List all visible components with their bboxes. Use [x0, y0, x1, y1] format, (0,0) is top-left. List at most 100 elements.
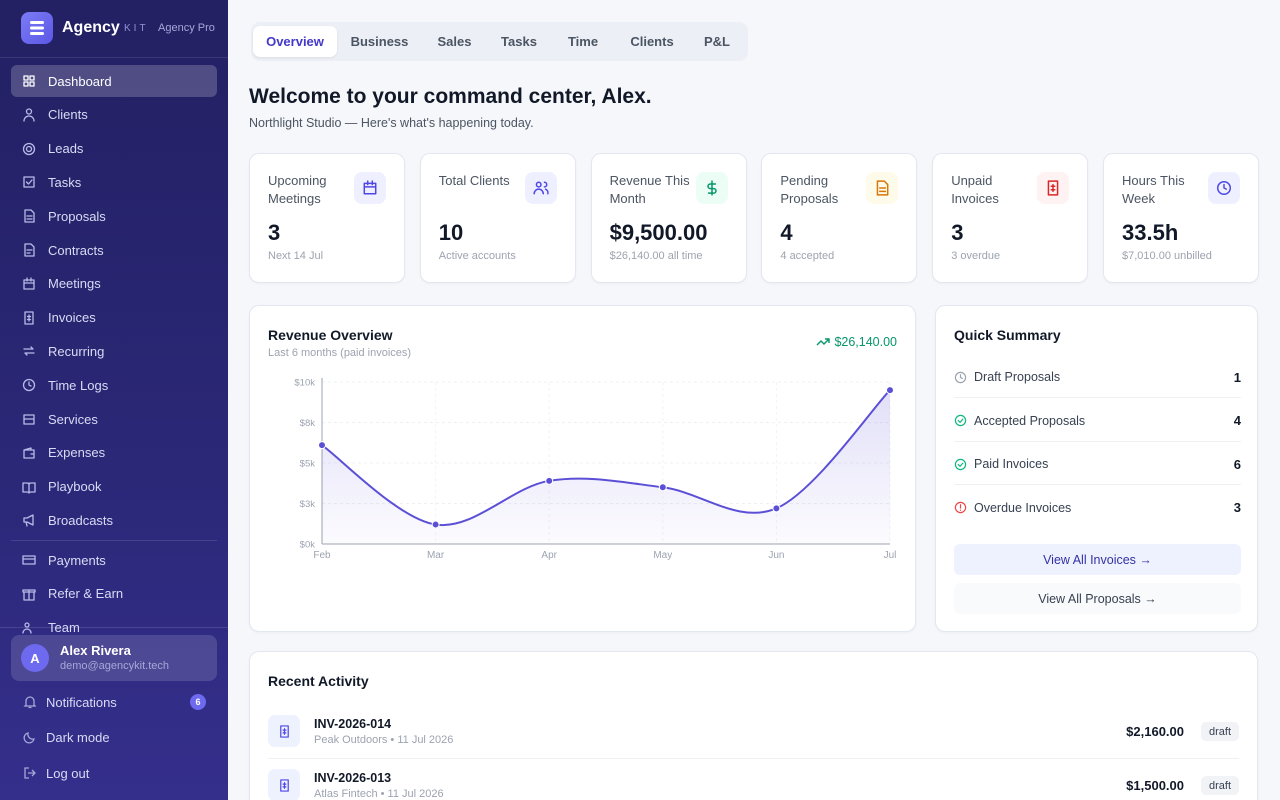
icon-path: [23, 514, 34, 528]
label: Invoices: [48, 310, 96, 326]
summary-label: Paid Invoices: [974, 457, 1049, 472]
user-card[interactable]: A Alex Rivera demo@agencykit.tech: [11, 635, 217, 681]
stat-label: Hours This Week: [1122, 173, 1185, 206]
icon: [954, 414, 967, 427]
chart-title: Revenue Overview: [268, 327, 393, 343]
nav-item[interactable]: Team: [11, 612, 217, 644]
icon: [363, 180, 377, 195]
nav-item[interactable]: Contracts: [11, 234, 217, 266]
nav-item[interactable]: Broadcasts: [11, 504, 217, 536]
nav-item[interactable]: Recurring: [11, 335, 217, 367]
nav-item[interactable]: Dashboard: [11, 65, 217, 97]
user-email: demo@agencykit.tech: [60, 660, 170, 672]
icon: [24, 209, 35, 223]
stat-label: Unpaid Invoices: [951, 173, 999, 206]
icon: [877, 180, 889, 196]
tab[interactable]: P&L: [704, 34, 730, 49]
icon: [23, 514, 34, 528]
nav-item[interactable]: Refer & Earn: [11, 578, 217, 610]
stat-card: Pending Proposals 4 4 accepted: [761, 153, 918, 283]
y-tick-label: $5k: [300, 459, 316, 470]
label: Services: [48, 411, 98, 427]
icon: [954, 371, 967, 383]
x-tick-label: May: [653, 550, 672, 561]
x-tick-label: Apr: [541, 550, 557, 561]
nav-item[interactable]: Notifications 6: [11, 686, 217, 718]
stat-value: 4: [780, 220, 793, 245]
nav-item[interactable]: Services: [11, 403, 217, 435]
summary-count: 1: [1233, 369, 1241, 385]
point: [318, 441, 326, 450]
tab[interactable]: Sales: [437, 34, 472, 49]
point: [658, 483, 667, 492]
icon: [1047, 180, 1059, 196]
stat-icon: [524, 172, 557, 204]
nav-item[interactable]: Expenses: [11, 437, 217, 469]
nav-item[interactable]: Meetings: [11, 268, 217, 300]
icon: [279, 724, 289, 738]
button[interactable]: View All Proposals →: [954, 583, 1241, 614]
nav-item[interactable]: Payments: [11, 544, 217, 576]
icon-path: [279, 724, 289, 738]
summary-row: Overdue Invoices 3: [954, 496, 1241, 520]
x-tick-label: Feb: [313, 550, 331, 561]
label: Proposals: [48, 208, 106, 224]
stat-label: Upcoming Meetings: [268, 173, 327, 206]
button[interactable]: View All Invoices →: [954, 544, 1241, 575]
nav-item[interactable]: Log out: [11, 757, 217, 789]
y-tick-label: $0k: [300, 540, 316, 551]
nav-item[interactable]: Tasks: [11, 166, 217, 198]
tab[interactable]: Clients: [630, 34, 674, 49]
nav-item[interactable]: Leads: [11, 133, 217, 165]
stat-sub: Next 14 Jul: [268, 250, 324, 262]
icon: [1216, 180, 1232, 196]
label: Dark mode: [46, 729, 110, 745]
label: Leads: [48, 141, 84, 157]
nav-item[interactable]: Invoices: [11, 302, 217, 334]
label: Dashboard: [48, 73, 112, 89]
tab[interactable]: Business: [350, 34, 409, 49]
icon-path: [22, 589, 36, 601]
icon-path: [23, 75, 35, 87]
divider: [11, 540, 217, 541]
icon: [23, 108, 35, 122]
stat-sub: 4 accepted: [780, 250, 835, 262]
icon-path: [877, 180, 889, 196]
chart-subtitle: Last 6 months (paid invoices): [268, 347, 412, 359]
row-id: INV-2026-013: [314, 771, 392, 785]
icon-path: [22, 555, 36, 565]
icon-path: [954, 502, 967, 514]
icon: [954, 458, 967, 470]
stat-card: Unpaid Invoices 3 3 overdue: [932, 153, 1089, 283]
nav-item[interactable]: Playbook: [11, 471, 217, 503]
nav-item[interactable]: Proposals: [11, 200, 217, 232]
icon-path: [24, 209, 35, 223]
tab[interactable]: Time: [567, 34, 599, 49]
avatar: A: [21, 644, 49, 672]
brand-suffix: KIT: [124, 23, 149, 34]
total-value: $26,140.00: [834, 335, 897, 349]
activity-card: Recent Activity INV-2026-014 Peak Outdoor…: [249, 651, 1258, 800]
summary-label: Draft Proposals: [974, 370, 1061, 384]
point: [431, 520, 440, 529]
page-title: Welcome to your command center, Alex.: [249, 85, 652, 108]
icon: [23, 346, 35, 357]
stat-value: 3: [268, 220, 281, 245]
summary-title: Quick Summary: [954, 327, 1061, 343]
nav-item[interactable]: Time Logs: [11, 369, 217, 401]
nav-item[interactable]: Clients: [11, 99, 217, 131]
label: Broadcasts: [48, 512, 114, 528]
logo-icon: [30, 21, 44, 35]
tab[interactable]: Tasks: [501, 34, 537, 49]
activity-title: Recent Activity: [268, 673, 369, 689]
summary-label: Accepted Proposals: [974, 413, 1086, 428]
icon-path: [533, 181, 549, 195]
icon: [22, 379, 36, 392]
x-tick-label: Mar: [427, 550, 445, 561]
label: Payments: [48, 552, 106, 568]
stat-value: 33.5h: [1122, 220, 1179, 245]
tab[interactable]: Overview: [253, 26, 337, 57]
icon-path: [954, 371, 967, 383]
nav-item[interactable]: Dark mode: [11, 721, 217, 753]
stat-value: $9,500.00: [609, 220, 708, 245]
